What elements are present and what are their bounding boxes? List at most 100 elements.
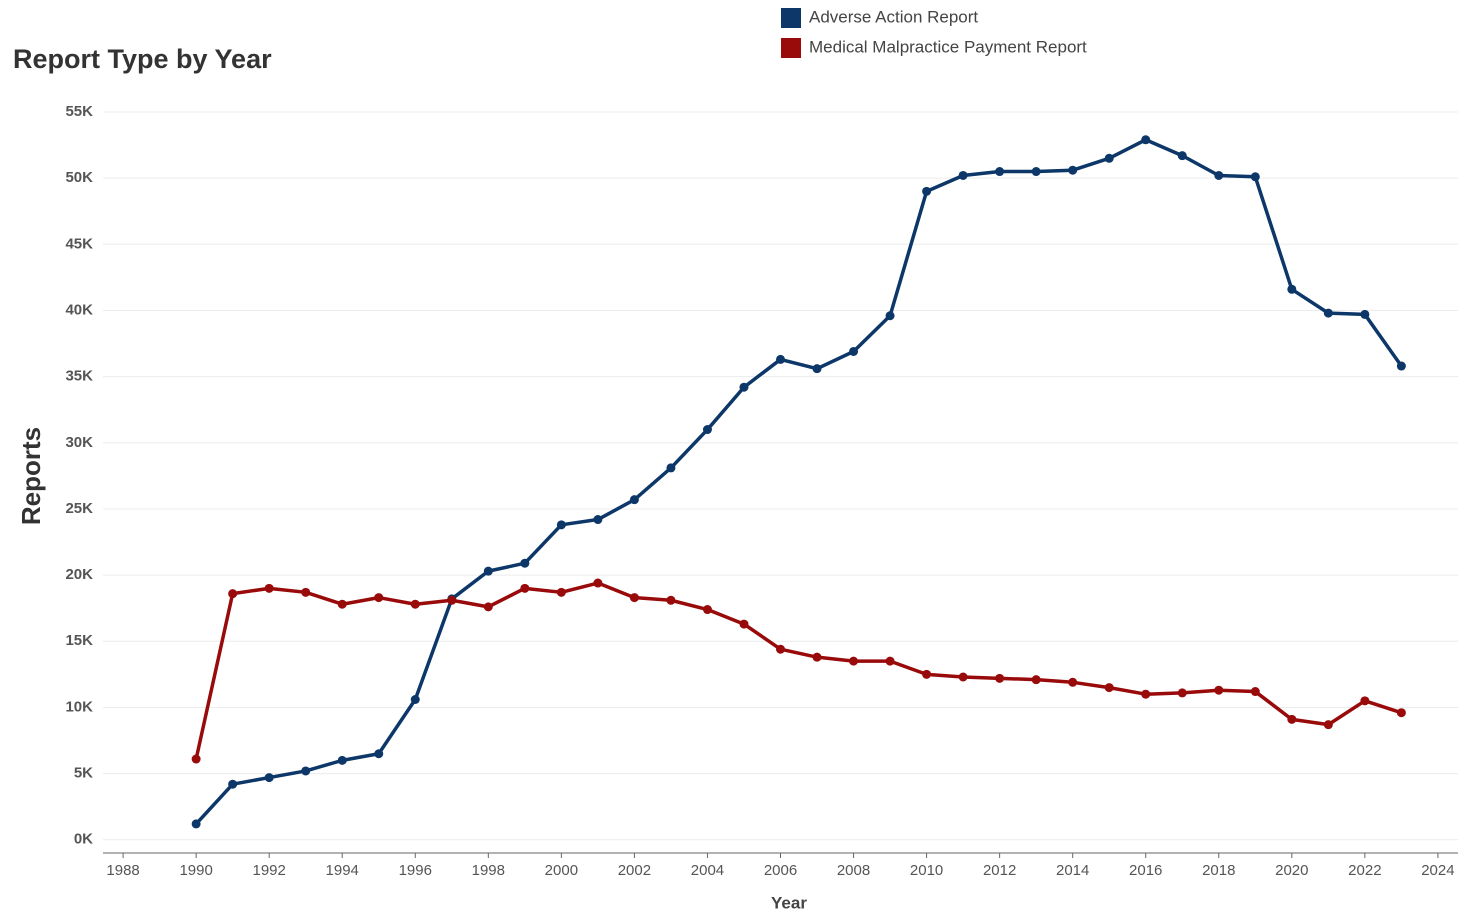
x-tick-label: 2004 <box>691 862 724 879</box>
y-axis-label: Reports <box>16 427 46 525</box>
data-point <box>264 583 274 593</box>
data-point <box>958 170 968 180</box>
data-point <box>995 673 1005 683</box>
x-tick-label: 2008 <box>837 862 870 879</box>
x-tick-label: 1994 <box>326 862 359 879</box>
data-point <box>1323 308 1333 318</box>
data-point <box>1031 675 1041 685</box>
data-point <box>301 766 311 776</box>
data-point <box>191 819 201 829</box>
data-point <box>1068 677 1078 687</box>
data-point <box>337 755 347 765</box>
data-point <box>812 364 822 374</box>
data-point <box>447 595 457 605</box>
data-point <box>1396 708 1406 718</box>
data-point <box>666 595 676 605</box>
data-point <box>1214 170 1224 180</box>
y-tick-label: 25K <box>65 500 93 517</box>
x-tick-label: 1998 <box>472 862 505 879</box>
data-point <box>301 587 311 597</box>
data-point <box>1360 696 1370 706</box>
data-point <box>264 773 274 783</box>
data-point <box>885 311 895 321</box>
data-point <box>1141 135 1151 145</box>
legend-label: Adverse Action Report <box>809 7 978 26</box>
x-tick-label: 2016 <box>1129 862 1162 879</box>
data-point <box>1104 153 1114 163</box>
legend-swatch <box>781 38 801 58</box>
data-point <box>1250 687 1260 697</box>
x-tick-label: 2012 <box>983 862 1016 879</box>
data-point <box>374 593 384 603</box>
x-tick-label: 2024 <box>1421 862 1454 879</box>
x-tick-label: 2014 <box>1056 862 1089 879</box>
data-point <box>228 589 238 599</box>
data-point <box>702 605 712 615</box>
data-point <box>374 749 384 759</box>
data-point <box>922 186 932 196</box>
data-point <box>739 619 749 629</box>
data-point <box>702 425 712 435</box>
y-tick-label: 0K <box>74 831 93 848</box>
y-tick-label: 10K <box>65 698 93 715</box>
data-point <box>337 599 347 609</box>
x-tick-label: 2022 <box>1348 862 1381 879</box>
data-point <box>849 656 859 666</box>
data-point <box>739 382 749 392</box>
data-point <box>1323 720 1333 730</box>
x-tick-label: 2000 <box>545 862 578 879</box>
data-point <box>776 644 785 654</box>
data-point <box>1031 167 1041 177</box>
y-tick-label: 55K <box>65 103 93 120</box>
y-tick-label: 5K <box>74 765 93 782</box>
x-tick-label: 2020 <box>1275 862 1308 879</box>
data-point <box>1177 151 1187 161</box>
data-point <box>593 578 603 588</box>
data-point <box>885 656 895 666</box>
data-point <box>629 593 639 603</box>
y-tick-label: 35K <box>65 368 93 385</box>
x-tick-label: 1996 <box>399 862 432 879</box>
y-tick-label: 50K <box>65 169 93 186</box>
x-tick-label: 1990 <box>179 862 212 879</box>
data-point <box>1287 714 1297 724</box>
x-tick-label: 1992 <box>252 862 285 879</box>
data-point <box>410 599 420 609</box>
data-point <box>1177 688 1187 698</box>
data-point <box>556 587 566 597</box>
chart-title: Report Type by Year <box>13 44 272 74</box>
data-point <box>520 583 530 593</box>
legend-label: Medical Malpractice Payment Report <box>809 37 1087 56</box>
x-tick-label: 1988 <box>106 862 139 879</box>
data-point <box>849 346 859 356</box>
y-tick-label: 40K <box>65 301 93 318</box>
y-tick-label: 45K <box>65 235 93 252</box>
x-axis-label: Year <box>771 893 807 912</box>
y-tick-label: 30K <box>65 434 93 451</box>
x-tick-label: 2018 <box>1202 862 1235 879</box>
x-tick-label: 2002 <box>618 862 651 879</box>
data-point <box>629 495 639 505</box>
data-point <box>666 463 676 473</box>
data-point <box>483 602 493 612</box>
data-point <box>922 669 932 679</box>
data-point <box>483 566 493 576</box>
data-point <box>410 695 420 705</box>
data-point <box>1360 309 1370 319</box>
series-line <box>194 138 1403 826</box>
y-tick-label: 15K <box>65 632 93 649</box>
data-point <box>995 167 1005 177</box>
series-line <box>194 581 1402 760</box>
legend-swatch <box>781 8 801 28</box>
data-point <box>812 652 822 662</box>
data-point <box>958 672 968 682</box>
data-point <box>520 558 530 568</box>
data-point <box>1250 172 1260 182</box>
data-point <box>556 520 566 530</box>
data-point <box>1068 165 1078 175</box>
data-point <box>593 515 603 525</box>
x-tick-label: 2006 <box>764 862 797 879</box>
data-point <box>228 779 238 789</box>
